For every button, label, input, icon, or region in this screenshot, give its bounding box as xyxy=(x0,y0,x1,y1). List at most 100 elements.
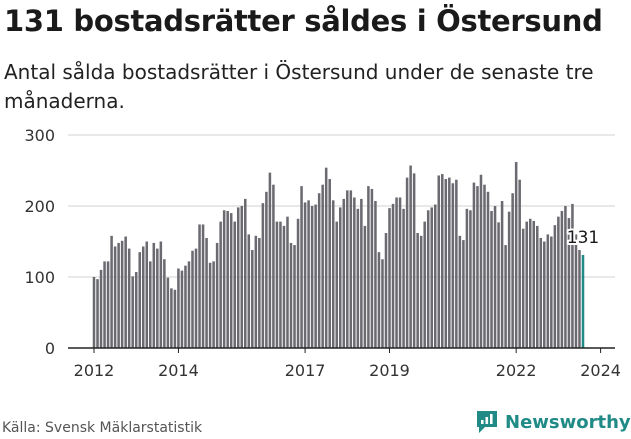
bar xyxy=(152,242,156,348)
bar xyxy=(289,242,293,348)
bar xyxy=(356,208,360,348)
bar xyxy=(236,207,240,348)
bar xyxy=(535,225,539,348)
bar xyxy=(310,206,314,348)
bar xyxy=(293,245,296,348)
bar xyxy=(191,250,194,348)
brand-name: Newsworthy xyxy=(505,411,631,433)
bar xyxy=(205,237,208,348)
x-tick-label: 2017 xyxy=(285,361,326,380)
bar xyxy=(251,250,254,348)
bar xyxy=(391,203,395,348)
bar xyxy=(240,206,244,348)
bar xyxy=(275,221,279,348)
bar xyxy=(110,235,113,348)
bar xyxy=(384,232,388,348)
bar xyxy=(233,221,236,348)
bar xyxy=(187,261,191,348)
newsworthy-logo-icon xyxy=(477,411,497,433)
bar xyxy=(349,190,353,348)
bar xyxy=(328,179,331,348)
bar xyxy=(324,167,328,348)
bar xyxy=(219,221,222,348)
bar xyxy=(433,204,437,348)
bar xyxy=(437,175,441,348)
bar xyxy=(381,259,384,348)
bar xyxy=(300,186,303,348)
bar xyxy=(528,218,532,348)
bar xyxy=(374,201,377,348)
highlight-bar xyxy=(581,254,585,348)
source-note: Källa: Svensk Mäklarstatistik xyxy=(2,420,203,436)
bar xyxy=(514,161,518,348)
y-tick-label: 200 xyxy=(24,197,55,216)
bar xyxy=(335,221,339,348)
bar xyxy=(163,259,166,348)
bar xyxy=(177,268,180,348)
bar xyxy=(212,261,215,348)
y-tick-label: 300 xyxy=(24,126,55,145)
bar xyxy=(303,202,307,348)
bar xyxy=(317,193,321,348)
bar xyxy=(388,208,391,348)
bar xyxy=(321,184,324,348)
x-tick-label: 2012 xyxy=(74,361,115,380)
bar xyxy=(265,191,268,348)
bar xyxy=(268,172,272,348)
bar xyxy=(247,234,251,348)
bar xyxy=(254,235,258,348)
bar xyxy=(314,204,317,348)
bar xyxy=(159,241,163,348)
bar xyxy=(282,225,286,348)
x-tick-label: 2022 xyxy=(496,361,537,380)
bar xyxy=(525,221,528,348)
bar xyxy=(261,203,265,348)
x-tick-label: 2014 xyxy=(158,361,199,380)
bar xyxy=(462,240,465,348)
bar xyxy=(395,197,398,348)
bar xyxy=(490,210,493,348)
bar xyxy=(346,190,349,348)
bar xyxy=(96,279,99,348)
bar xyxy=(493,206,497,348)
bar xyxy=(504,245,507,348)
bar xyxy=(342,198,346,348)
bar xyxy=(113,246,117,348)
bar xyxy=(296,218,300,348)
bar xyxy=(138,252,142,348)
bar xyxy=(539,237,543,348)
bar xyxy=(194,248,198,348)
bar xyxy=(170,288,173,348)
x-tick-label: 2019 xyxy=(369,361,410,380)
bar xyxy=(412,173,416,348)
bar xyxy=(426,210,430,348)
bar xyxy=(472,182,476,348)
bar xyxy=(92,277,96,348)
bar xyxy=(131,276,134,348)
bar xyxy=(166,277,170,348)
bar xyxy=(229,213,233,348)
bar xyxy=(402,208,405,348)
bar xyxy=(543,241,546,348)
bar xyxy=(184,265,187,348)
bar xyxy=(546,234,550,348)
bar xyxy=(103,261,106,348)
bar xyxy=(398,197,402,348)
bar xyxy=(367,186,370,348)
x-tick-label: 2024 xyxy=(580,361,621,380)
bar xyxy=(222,210,226,348)
brand-logo[interactable]: Newsworthy xyxy=(475,409,631,435)
chart-subtitle: Antal sålda bostadsrätter i Östersund un… xyxy=(4,60,594,113)
bar xyxy=(550,236,553,348)
bar xyxy=(521,228,525,348)
bar xyxy=(353,197,356,348)
bar xyxy=(567,218,571,348)
bar xyxy=(124,236,127,348)
bar xyxy=(507,211,511,348)
bar xyxy=(215,242,219,348)
bar xyxy=(458,235,462,348)
bar xyxy=(286,216,289,348)
bar xyxy=(518,179,521,348)
bar xyxy=(564,206,567,348)
